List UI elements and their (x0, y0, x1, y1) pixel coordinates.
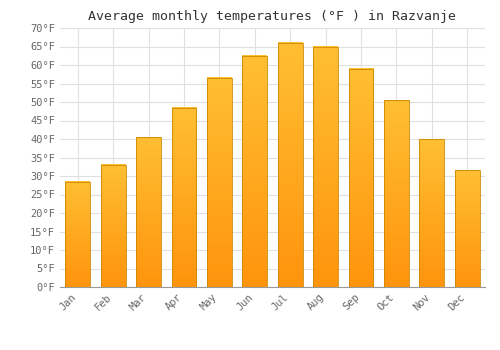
Bar (313, 47, 338, 287)
Bar (455, 170, 479, 287)
Title: Average monthly temperatures (°F ) in Razvanje: Average monthly temperatures (°F ) in Ra… (88, 10, 456, 23)
Bar (100, 165, 126, 287)
Bar (348, 69, 374, 287)
Bar (278, 43, 302, 287)
Bar (207, 78, 232, 287)
Bar (420, 139, 444, 287)
Bar (242, 56, 267, 287)
Bar (66, 182, 90, 287)
Bar (172, 107, 196, 287)
Bar (136, 137, 161, 287)
Bar (384, 100, 409, 287)
